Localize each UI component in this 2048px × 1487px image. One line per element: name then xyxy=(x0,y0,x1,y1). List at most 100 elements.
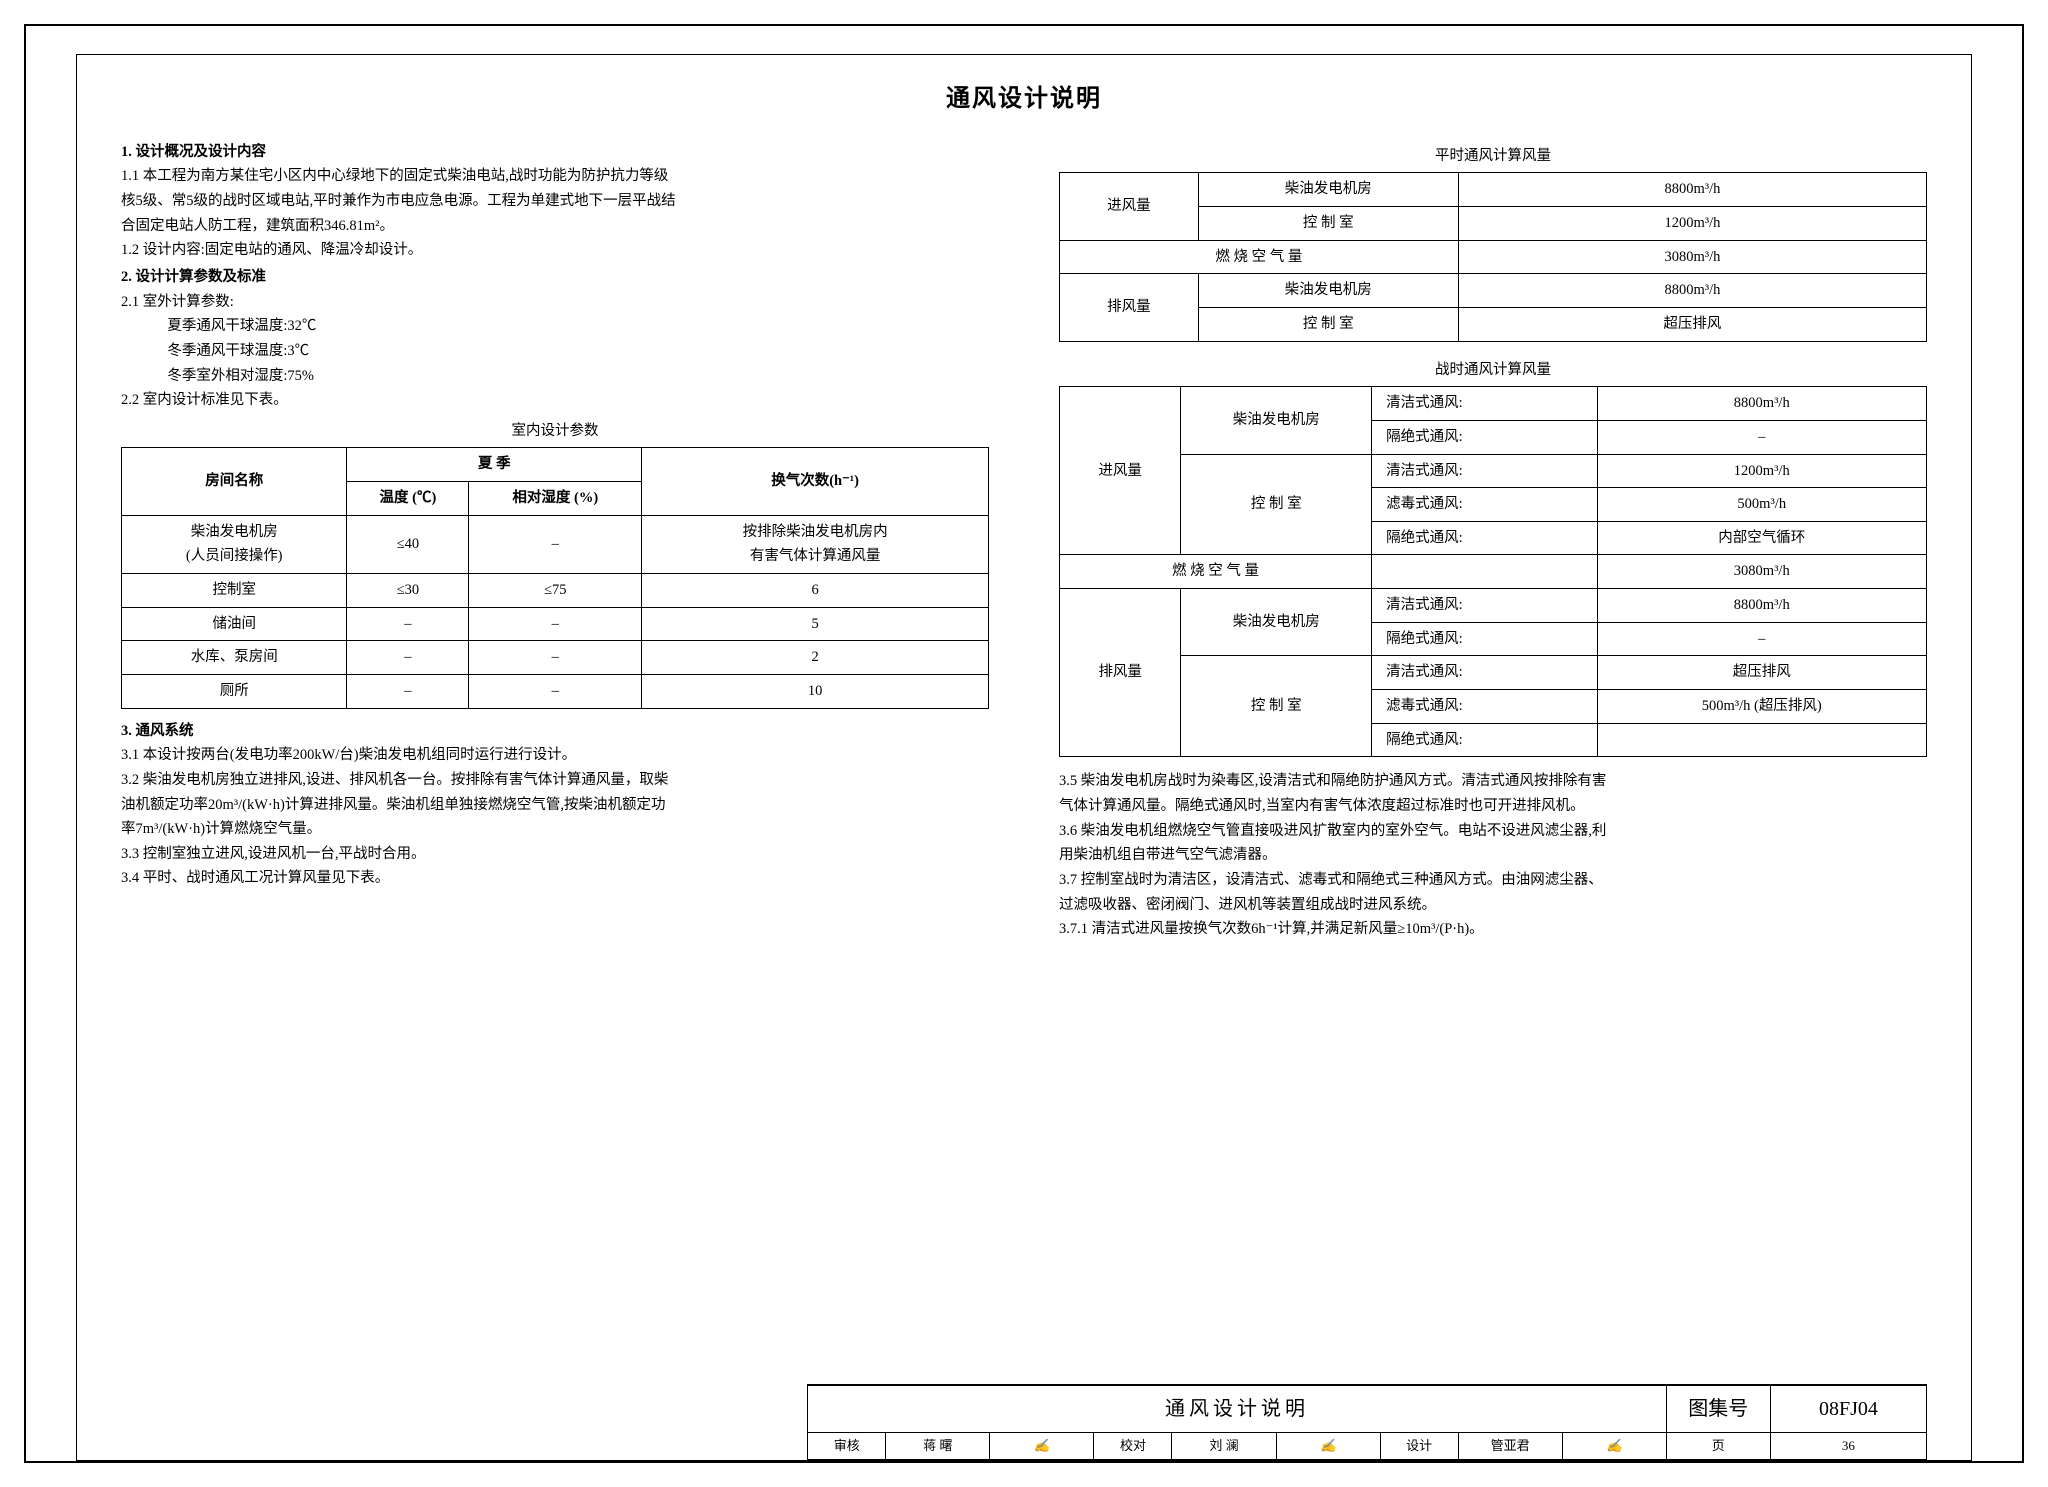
tb-page-v: 36 xyxy=(1770,1432,1926,1459)
signature-icon: ✍ xyxy=(1276,1432,1380,1459)
sec1-p1a: 1.1 本工程为南方某住宅小区内中心绿地下的固定式柴油电站,战时功能为防护抗力等… xyxy=(121,164,989,189)
table-row: 厕所 – – 10 xyxy=(122,674,989,708)
cell-rh: – xyxy=(469,607,642,641)
cell-c: 隔绝式通风: xyxy=(1372,521,1597,555)
sec3-p7a: 3.7 控制室战时为清洁区，设清洁式、滤毒式和隔绝式三种通风方式。由油网滤尘器、 xyxy=(1059,868,1927,893)
th-room: 房间名称 xyxy=(205,473,263,489)
cell-d: 3080m³/h xyxy=(1597,555,1926,589)
cell-rh: – xyxy=(469,515,642,573)
cell-ach: 5 xyxy=(642,607,989,641)
cell-ach: 6 xyxy=(642,574,989,608)
cell-a: 排风量 xyxy=(1060,274,1199,341)
cell-temp: ≤30 xyxy=(347,574,469,608)
table-indoor-params: 房间名称 夏 季 换气次数(h⁻¹) 温度 (℃) 相对湿度 (%) 柴油发电机… xyxy=(121,447,989,708)
cell-d: – xyxy=(1597,420,1926,454)
cell-rh: – xyxy=(469,674,642,708)
cell-temp: – xyxy=(347,674,469,708)
tb-审核-v: 蒋 曙 xyxy=(886,1432,990,1459)
cell-c: 3080m³/h xyxy=(1458,240,1926,274)
table-row: 储油间 – – 5 xyxy=(122,607,989,641)
sec2-l1: 夏季通风干球温度:32℃ xyxy=(121,314,989,339)
cell-d: – xyxy=(1597,622,1926,656)
sec1-head: 1. 设计概况及设计内容 xyxy=(121,140,989,165)
cell-b: 控 制 室 xyxy=(1198,207,1458,241)
cell-a: 进风量 xyxy=(1060,387,1181,555)
cell-ab: 燃 烧 空 气 量 xyxy=(1060,240,1459,274)
cell-c: 清洁式通风: xyxy=(1372,454,1597,488)
cell-ab: 燃 烧 空 气 量 xyxy=(1060,555,1372,589)
table-normal-vent: 进风量 柴油发电机房 8800m³/h 控 制 室 1200m³/h 燃 烧 空… xyxy=(1059,172,1927,341)
page-title: 通风设计说明 xyxy=(121,79,1927,120)
cell-ach: 10 xyxy=(642,674,989,708)
cell-ach-a: 按排除柴油发电机房内 xyxy=(743,524,888,540)
cell-temp: ≤40 xyxy=(347,515,469,573)
inner-frame: 通风设计说明 1. 设计概况及设计内容 1.1 本工程为南方某住宅小区内中心绿地… xyxy=(76,54,1972,1461)
tb-校对-v: 刘 澜 xyxy=(1172,1432,1276,1459)
table-row: 燃 烧 空 气 量 3080m³/h xyxy=(1060,555,1927,589)
sec3-p5a: 3.5 柴油发电机房战时为染毒区,设清洁式和隔绝防护通风方式。清洁式通风按排除有… xyxy=(1059,769,1927,794)
table-row: 水库、泵房间 – – 2 xyxy=(122,641,989,675)
cell-a: 排风量 xyxy=(1060,589,1181,757)
tb-设计-v: 管亚君 xyxy=(1458,1432,1562,1459)
sec1-p2: 1.2 设计内容:固定电站的通风、降温冷却设计。 xyxy=(121,238,989,263)
cell-ach: 2 xyxy=(642,641,989,675)
cell-c: 1200m³/h xyxy=(1458,207,1926,241)
sec3-p5b: 气体计算通风量。隔绝式通风时,当室内有害气体浓度超过标准时也可开进排风机。 xyxy=(1059,794,1927,819)
cell-c: 滤毒式通风: xyxy=(1372,488,1597,522)
signature-icon: ✍ xyxy=(1562,1432,1666,1459)
table-row: 排风量 柴油发电机房 清洁式通风: 8800m³/h xyxy=(1060,589,1927,623)
tb-校对-l: 校对 xyxy=(1094,1432,1172,1459)
cell-ach-b: 有害气体计算通风量 xyxy=(750,548,881,564)
cell-d: 8800m³/h xyxy=(1597,589,1926,623)
cell-c: 清洁式通风: xyxy=(1372,589,1597,623)
cell-d: 8800m³/h xyxy=(1597,387,1926,421)
tb-设计-l: 设计 xyxy=(1380,1432,1458,1459)
table-wartime-vent: 进风量 柴油发电机房 清洁式通风: 8800m³/h 隔绝式通风: – 控 制 … xyxy=(1059,386,1927,757)
table-row: 控 制 室 清洁式通风: 超压排风 xyxy=(1060,656,1927,690)
sec3-p4: 3.4 平时、战时通风工况计算风量见下表。 xyxy=(121,866,989,891)
cell-d: 500m³/h (超压排风) xyxy=(1597,690,1926,724)
cell-room: 控制室 xyxy=(122,574,347,608)
table-row: 排风量 柴油发电机房 8800m³/h xyxy=(1060,274,1927,308)
cell-c: 滤毒式通风: xyxy=(1372,690,1597,724)
footer-title: 通风设计说明 xyxy=(1165,1398,1309,1420)
cell-room: 储油间 xyxy=(122,607,347,641)
table3-caption: 战时通风计算风量 xyxy=(1059,358,1927,383)
cell-c: 8800m³/h xyxy=(1458,274,1926,308)
cell-a: 进风量 xyxy=(1060,173,1199,240)
drawing-set: 08FJ04 xyxy=(1819,1398,1878,1420)
cell-d xyxy=(1597,723,1926,757)
column-right: 平时通风计算风量 进风量 柴油发电机房 8800m³/h 控 制 室 1200m… xyxy=(1059,138,1927,1384)
sec1-p1b: 核5级、常5级的战时区域电站,平时兼作为市电应急电源。工程为单建式地下一层平战结 xyxy=(121,189,989,214)
cell-b: 控 制 室 xyxy=(1181,656,1372,757)
cell-temp: – xyxy=(347,607,469,641)
tb-审核-l: 审核 xyxy=(808,1432,886,1459)
sec1-p1c: 合固定电站人防工程，建筑面积346.81m²。 xyxy=(121,214,989,239)
table-row: 控 制 室 清洁式通风: 1200m³/h xyxy=(1060,454,1927,488)
cell-b: 柴油发电机房 xyxy=(1181,589,1372,656)
cell-b: 控 制 室 xyxy=(1181,454,1372,555)
cell-c: 隔绝式通风: xyxy=(1372,723,1597,757)
sec3-p7b: 过滤吸收器、密闭阀门、进风机等装置组成战时进风系统。 xyxy=(1059,893,1927,918)
sec3-head: 3. 通风系统 xyxy=(121,719,989,744)
title-block-table: 通风设计说明 图集号 08FJ04 审核 蒋 曙 ✍ 校对 刘 澜 ✍ 设计 管… xyxy=(807,1385,1927,1460)
table-row: 进风量 柴油发电机房 清洁式通风: 8800m³/h xyxy=(1060,387,1927,421)
cell-room-a: 柴油发电机房 xyxy=(191,524,278,540)
table1-caption: 室内设计参数 xyxy=(121,419,989,444)
th-summer: 夏 季 xyxy=(478,456,511,472)
sec2-p2: 2.2 室内设计标准见下表。 xyxy=(121,388,989,413)
column-left: 1. 设计概况及设计内容 1.1 本工程为南方某住宅小区内中心绿地下的固定式柴油… xyxy=(121,138,989,1384)
sec3-p2c: 率7m³/(kW·h)计算燃烧空气量。 xyxy=(121,817,989,842)
cell-b: 控 制 室 xyxy=(1198,308,1458,342)
table-row: 控制室 ≤30 ≤75 6 xyxy=(122,574,989,608)
sec2-l3: 冬季室外相对湿度:75% xyxy=(121,364,989,389)
cell-room: 水库、泵房间 xyxy=(122,641,347,675)
table-row: 进风量 柴油发电机房 8800m³/h xyxy=(1060,173,1927,207)
cell-c: 清洁式通风: xyxy=(1372,387,1597,421)
sec3-p2b: 油机额定功率20m³/(kW·h)计算进排风量。柴油机组单独接燃烧空气管,按柴油… xyxy=(121,793,989,818)
sec2-head: 2. 设计计算参数及标准 xyxy=(121,265,989,290)
page-frame: 通风设计说明 1. 设计概况及设计内容 1.1 本工程为南方某住宅小区内中心绿地… xyxy=(24,24,2024,1463)
cell-d: 1200m³/h xyxy=(1597,454,1926,488)
table-row: 柴油发电机房 (人员间接操作) ≤40 – 按排除柴油发电机房内 有害气体计算通… xyxy=(122,515,989,573)
cell-c: 8800m³/h xyxy=(1458,173,1926,207)
